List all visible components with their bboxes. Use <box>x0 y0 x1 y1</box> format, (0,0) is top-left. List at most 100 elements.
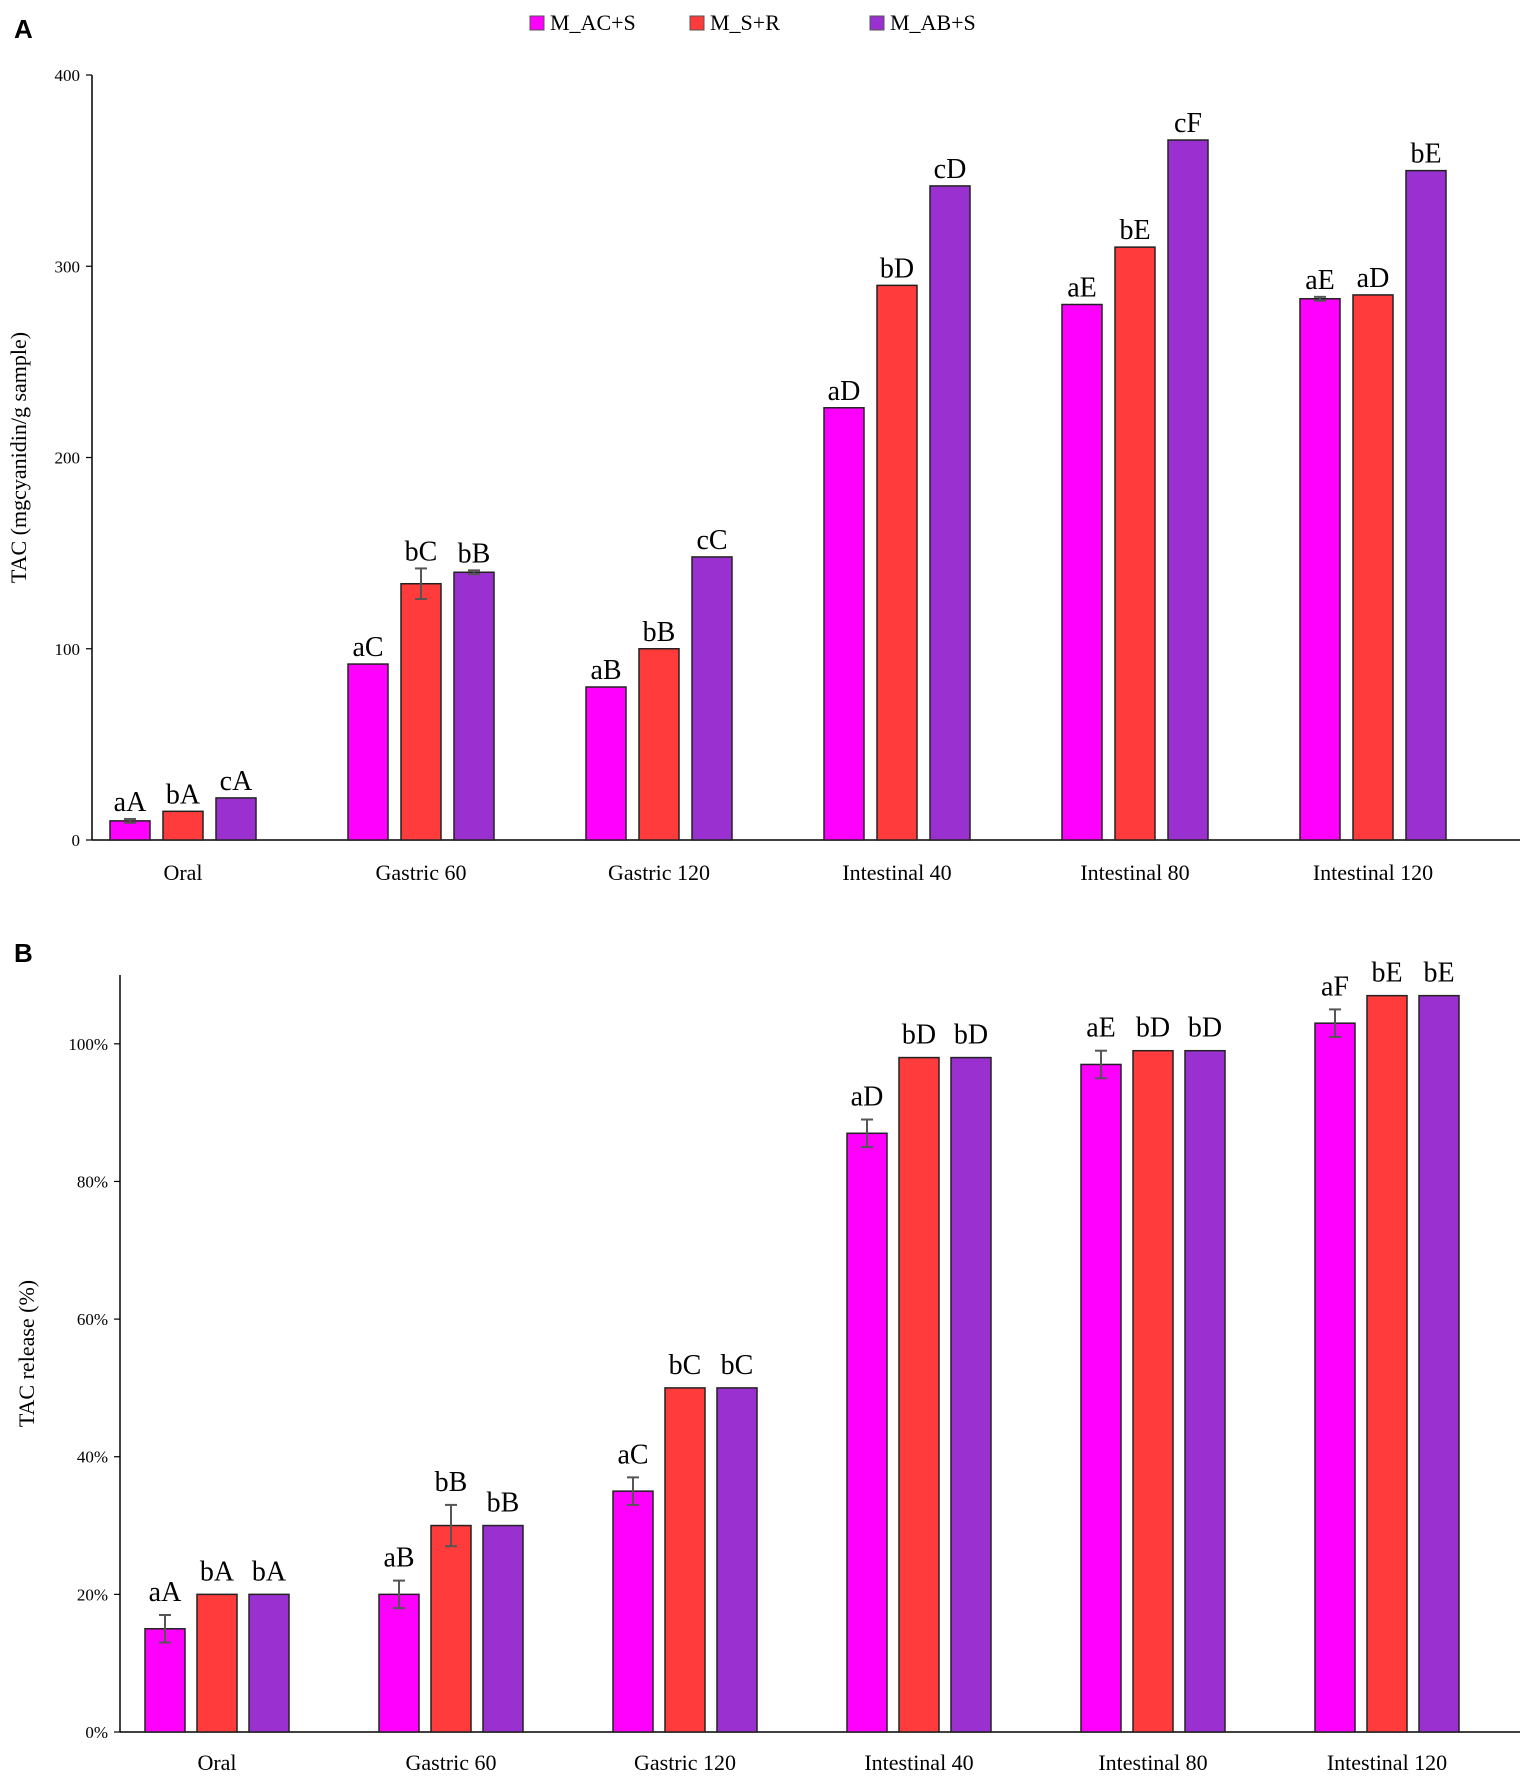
y-tick-label-b: 80% <box>77 1172 108 1191</box>
y-tick-label-a: 400 <box>55 66 81 85</box>
y-tick-label-b: 60% <box>77 1310 108 1329</box>
bar-b-m-s-r <box>664 1387 706 1733</box>
bar-b-m-s-r <box>1366 994 1408 1733</box>
bar-b-m-ab-s <box>482 1524 524 1733</box>
bar-b-m-s-r <box>430 1524 472 1733</box>
bar-b-m-ab-s <box>950 1056 992 1733</box>
x-tick-label-a: Intestinal 120 <box>1313 860 1433 885</box>
bar-a-m-ac-s <box>823 407 865 841</box>
legend-label-m-ab-s: M_AB+S <box>890 10 976 35</box>
legend: M_AC+S M_S+R M_AB+S <box>529 10 976 35</box>
data-label-b: aC <box>617 1439 648 1470</box>
y-tick-label-a: 300 <box>55 257 81 276</box>
data-label-a: aD <box>1357 263 1390 294</box>
x-tick-label-a: Oral <box>163 860 202 885</box>
y-tick-label-a: 100 <box>55 640 81 659</box>
y-tick-label-b: 100% <box>68 1035 108 1054</box>
data-label-b: bD <box>1188 1013 1222 1044</box>
data-label-a: aA <box>114 787 147 818</box>
data-label-b: aD <box>851 1082 884 1113</box>
bar-a-m-ab-s <box>1405 169 1447 841</box>
x-tick-label-b: Gastric 120 <box>634 1750 736 1775</box>
bar-a-m-ab-s <box>929 185 971 841</box>
y-tick-label-b: 0% <box>85 1723 108 1742</box>
bar-a-m-s-r <box>162 810 204 841</box>
y-tick-label-b: 40% <box>77 1448 108 1467</box>
bar-a-m-ab-s <box>1167 139 1209 841</box>
data-label-a: aC <box>352 632 383 663</box>
bar-a-m-s-r <box>876 284 918 841</box>
data-label-a: aB <box>590 655 621 686</box>
data-label-a: bC <box>405 536 438 567</box>
data-label-a: bB <box>643 617 676 648</box>
y-axis-title-b: TAC release (%) <box>14 1280 39 1427</box>
bar-a-m-ab-s <box>215 797 257 841</box>
data-label-a: cD <box>934 154 967 185</box>
legend-label-m-ac-s: M_AC+S <box>550 10 636 35</box>
x-tick-label-a: Intestinal 80 <box>1080 860 1189 885</box>
data-label-a: cC <box>696 525 727 556</box>
x-tick-label-a: Intestinal 40 <box>842 860 951 885</box>
bar-b-m-ac-s <box>144 1628 186 1733</box>
bar-a-m-ac-s <box>1299 298 1341 841</box>
bar-b-m-ab-s <box>1184 1049 1226 1733</box>
data-label-b: aF <box>1321 971 1349 1002</box>
data-label-b: aA <box>149 1577 182 1608</box>
data-label-b: bC <box>721 1350 754 1381</box>
bar-b-m-ac-s <box>846 1132 888 1733</box>
bar-a-m-s-r <box>638 648 680 841</box>
legend-swatch-m-s-r <box>689 15 705 31</box>
y-tick-label-a: 0 <box>72 831 81 850</box>
bar-b-m-ab-s <box>248 1593 290 1733</box>
panel-a-chart: 0 100 200 300 400 TAC (mgcyanidin/g sample) Or… <box>6 66 1520 885</box>
data-label-b: bA <box>200 1556 235 1587</box>
x-tick-label-a: Gastric 120 <box>608 860 710 885</box>
data-label-b: bD <box>902 1020 936 1051</box>
bar-b-m-ac-s <box>1314 1022 1356 1733</box>
data-label-a: bD <box>880 253 914 284</box>
data-label-b: bE <box>1423 958 1454 989</box>
legend-swatch-m-ab-s <box>869 15 885 31</box>
data-label-b: bB <box>435 1467 468 1498</box>
y-tick-label-a: 200 <box>55 449 81 468</box>
bar-a-m-s-r <box>1352 294 1394 841</box>
data-label-b: bC <box>669 1350 702 1381</box>
panel-label-b: B <box>14 938 33 968</box>
data-label-a: aE <box>1067 273 1097 304</box>
bar-a-m-ac-s <box>585 686 627 841</box>
bar-a-m-ac-s <box>347 663 389 841</box>
legend-swatch-m-ac-s <box>529 15 545 31</box>
bar-a-m-ab-s <box>691 556 733 841</box>
bar-a-m-s-r <box>1114 246 1156 841</box>
bar-b-m-ac-s <box>378 1593 420 1733</box>
bar-b-m-ab-s <box>1418 994 1460 1733</box>
x-tick-label-b: Gastric 60 <box>405 1750 496 1775</box>
panel-b-chart: 0% 20% 40% 60% 80% 100% TAC release (%) Oral aA b… <box>14 958 1520 1775</box>
bar-b-m-ac-s <box>1080 1063 1122 1733</box>
bar-a-m-ab-s <box>453 571 495 841</box>
bar-b-m-s-r <box>898 1056 940 1733</box>
bar-b-m-s-r <box>196 1593 238 1733</box>
data-label-b: bD <box>1136 1013 1170 1044</box>
bar-b-m-s-r <box>1132 1049 1174 1733</box>
bar-b-m-ab-s <box>716 1387 758 1733</box>
data-label-b: bB <box>487 1488 520 1519</box>
bar-a-m-s-r <box>400 582 442 841</box>
data-label-b: bD <box>954 1020 988 1051</box>
data-label-b: bA <box>252 1556 287 1587</box>
x-tick-label-b: Oral <box>197 1750 236 1775</box>
data-label-a: bB <box>458 538 491 569</box>
data-label-b: aB <box>383 1543 414 1574</box>
x-tick-label-b: Intestinal 120 <box>1327 1750 1447 1775</box>
bar-a-m-ac-s <box>1061 303 1103 841</box>
x-tick-label-b: Intestinal 40 <box>864 1750 973 1775</box>
bar-b-m-ac-s <box>612 1490 654 1733</box>
data-label-a: bE <box>1410 139 1441 170</box>
x-tick-label-b: Intestinal 80 <box>1098 1750 1207 1775</box>
data-label-a: bE <box>1119 215 1150 246</box>
y-tick-label-b: 20% <box>77 1585 108 1604</box>
data-label-a: bA <box>166 779 201 810</box>
legend-label-m-s-r: M_S+R <box>710 10 780 35</box>
data-label-b: aE <box>1086 1013 1116 1044</box>
